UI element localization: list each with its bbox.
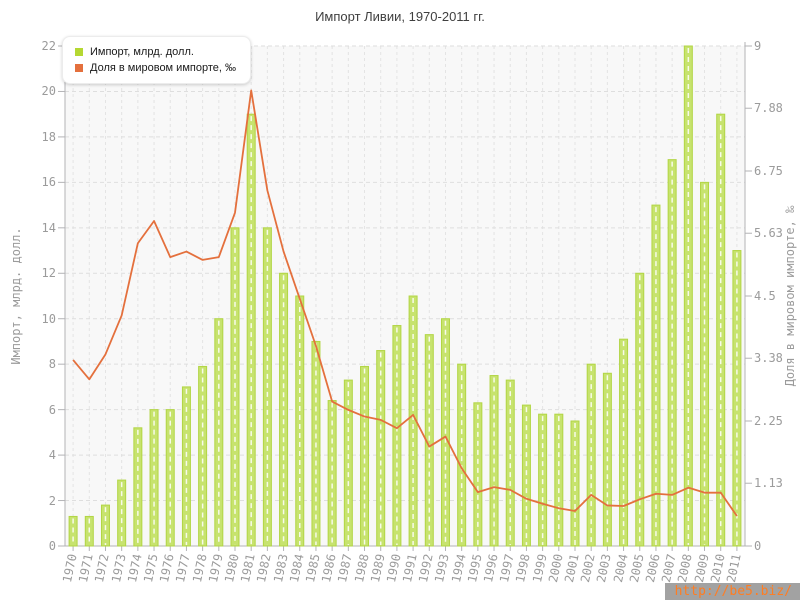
bar-1989[interactable] — [376, 350, 386, 547]
right-axis-tick-label: 7.88 — [754, 101, 783, 116]
left-axis-tick-label: 6 — [48, 402, 56, 417]
legend-item-share-label: Доля в мировом импорте, ‰ — [90, 62, 236, 74]
legend-item-share[interactable]: Доля в мировом импорте, ‰ — [75, 60, 236, 76]
share-legend-marker-icon — [75, 64, 83, 72]
watermark-link[interactable]: http://be5.biz/ — [664, 583, 800, 600]
right-axis-tick-label: 5.63 — [754, 226, 783, 241]
left-axis-tick-label: 16 — [41, 175, 56, 190]
left-axis-tick-label: 2 — [48, 493, 56, 508]
import-legend-marker-icon — [75, 48, 83, 56]
left-axis-tick-label: 20 — [41, 84, 56, 99]
left-axis-tick-label: 0 — [48, 539, 56, 553]
bar-2010[interactable] — [716, 113, 726, 547]
left-axis-tick-label: 22 — [41, 39, 56, 53]
right-axis-tick-label: 4.5 — [754, 289, 776, 303]
bar-2009[interactable] — [700, 181, 710, 547]
bar-1998[interactable] — [521, 404, 531, 547]
right-axis-tick-label: 0 — [754, 539, 762, 553]
right-axis-tick-label: 6.75 — [754, 164, 783, 178]
chart-title: Импорт Ливии, 1970-2011 гг. — [315, 9, 485, 24]
share-line[interactable] — [72, 89, 738, 517]
right-axis-tick-label: 9 — [754, 39, 762, 53]
left-axis-tick-label: 12 — [41, 266, 56, 281]
left-axis-tick-label: 4 — [48, 448, 56, 463]
bar-2002[interactable] — [586, 363, 596, 547]
bar-2006[interactable] — [651, 204, 661, 547]
bar-1983[interactable] — [279, 272, 289, 547]
bar-1995[interactable] — [473, 402, 483, 547]
right-axis-title: Доля в мировом импорте, ‰ — [783, 205, 797, 387]
bar-2005[interactable] — [635, 272, 645, 547]
bar-1994[interactable] — [457, 363, 467, 547]
legend: Импорт, млрд. долл. Доля в мировом импор… — [62, 36, 251, 84]
left-axis-tick-label: 8 — [48, 357, 56, 372]
legend-item-import[interactable]: Импорт, млрд. долл. — [75, 44, 236, 60]
right-axis-tick-label: 1.13 — [754, 476, 783, 491]
left-axis-tick-label: 10 — [41, 311, 56, 326]
left-axis-tick-label: 14 — [41, 220, 56, 235]
bar-1981[interactable] — [246, 113, 256, 547]
right-axis-tick-label: 2.25 — [754, 414, 783, 428]
right-axis-tick-label: 3.38 — [754, 351, 783, 366]
legend-item-import-label: Импорт, млрд. долл. — [90, 46, 194, 58]
bar-1984[interactable] — [295, 295, 305, 547]
bar-1988[interactable] — [360, 365, 370, 547]
bar-1978[interactable] — [198, 365, 208, 547]
bar-1987[interactable] — [343, 379, 353, 547]
left-axis-tick-label: 18 — [41, 129, 56, 144]
bar-1977[interactable] — [181, 386, 191, 547]
plot-area — [65, 46, 745, 546]
bar-1997[interactable] — [505, 379, 515, 547]
left-axis-title: Импорт, млрд. долл. — [9, 227, 23, 365]
bar-2001[interactable] — [570, 420, 580, 547]
